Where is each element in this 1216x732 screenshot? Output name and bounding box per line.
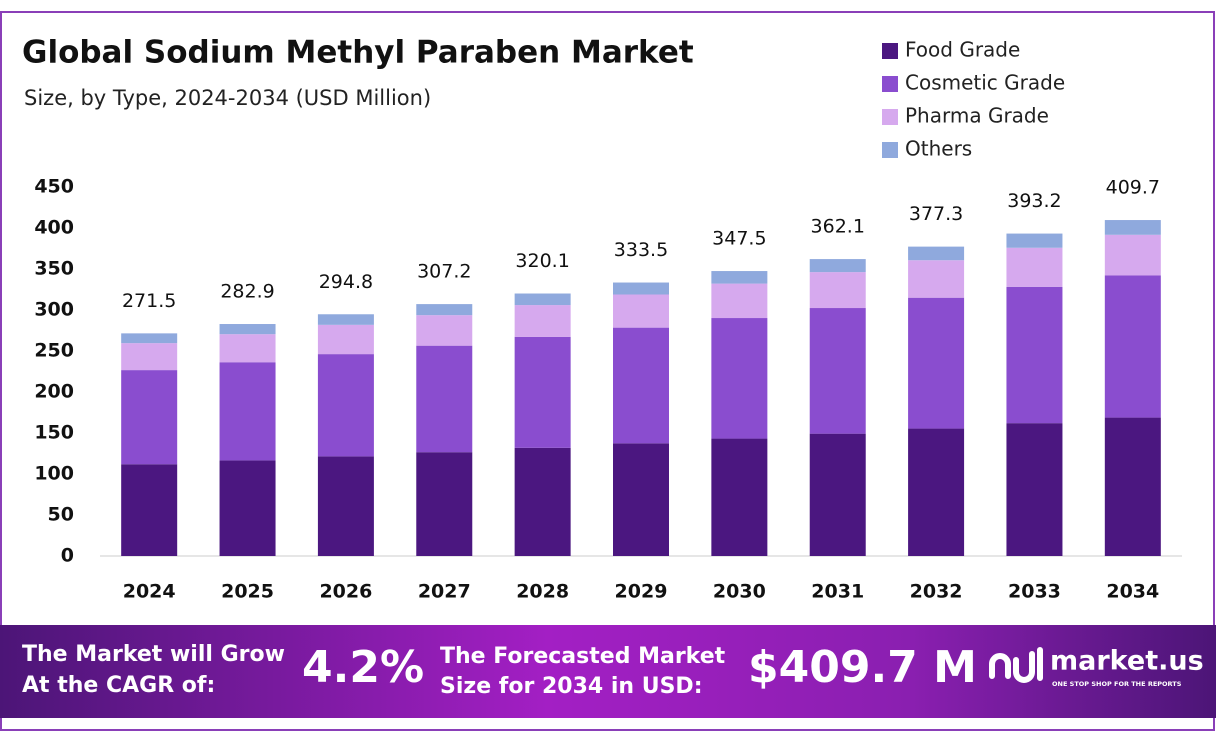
x-tick-label: 2033 xyxy=(1008,581,1061,603)
x-tick-label: 2028 xyxy=(516,581,569,603)
bar-segment xyxy=(613,327,669,444)
legend-swatch xyxy=(882,43,898,59)
total-label: 377.3 xyxy=(909,203,963,225)
legend-swatch xyxy=(882,142,898,158)
y-tick-label: 300 xyxy=(34,299,74,321)
bar-segment xyxy=(711,283,768,319)
bar-segment xyxy=(317,456,374,556)
y-tick-label: 250 xyxy=(34,340,74,362)
x-tick-label: 2031 xyxy=(811,581,864,603)
bar-segment xyxy=(219,460,276,556)
bar-segment xyxy=(809,272,866,309)
chart-title: Global Sodium Methyl Paraben Market xyxy=(22,35,694,71)
y-tick-label: 150 xyxy=(34,422,74,444)
legend-label: Pharma Grade xyxy=(905,104,1049,128)
y-tick-label: 350 xyxy=(34,258,74,280)
bar-segment xyxy=(219,362,276,461)
bar-segment xyxy=(1104,275,1161,418)
bar-segment xyxy=(908,246,965,261)
bar-segment xyxy=(514,447,571,556)
cagr-text: At the CAGR of: xyxy=(22,673,215,698)
x-tick-label: 2034 xyxy=(1106,581,1159,603)
bar-segment xyxy=(613,443,669,556)
y-tick-label: 0 xyxy=(61,545,74,567)
chart-subtitle: Size, by Type, 2024-2034 (USD Million) xyxy=(24,86,431,110)
bar-segment xyxy=(908,297,965,429)
bar-segment xyxy=(1104,417,1161,556)
total-label: 320.1 xyxy=(515,250,569,272)
brand-logo xyxy=(989,647,1043,683)
total-label: 362.1 xyxy=(811,216,865,238)
legend-label: Food Grade xyxy=(905,38,1020,62)
bar-segment xyxy=(416,452,473,556)
y-tick-label: 400 xyxy=(34,217,74,239)
bar-segment xyxy=(219,334,276,363)
cagr-text: The Market will Grow xyxy=(22,642,285,667)
bar-segment xyxy=(809,433,866,556)
x-tick-label: 2029 xyxy=(615,581,668,603)
x-tick-label: 2030 xyxy=(713,581,766,603)
x-tick-label: 2025 xyxy=(221,581,274,603)
x-tick-label: 2024 xyxy=(123,581,176,603)
bar-segment xyxy=(711,271,768,284)
y-tick-label: 450 xyxy=(34,176,74,198)
bar-segment xyxy=(1006,233,1063,248)
bar-segment xyxy=(711,318,768,439)
legend-label: Others xyxy=(905,137,972,161)
total-label: 393.2 xyxy=(1007,190,1061,212)
bar-segment xyxy=(416,345,473,453)
y-tick-label: 50 xyxy=(48,504,74,526)
bar-segment xyxy=(809,259,866,273)
total-label: 307.2 xyxy=(417,261,471,283)
y-tick-label: 100 xyxy=(34,463,74,485)
bar-segment xyxy=(514,293,571,306)
bar-segment xyxy=(416,315,473,346)
bar-segment xyxy=(121,333,178,344)
bar-segment xyxy=(908,260,965,298)
bar-segment xyxy=(514,336,571,448)
x-tick-label: 2026 xyxy=(319,581,372,603)
total-label: 333.5 xyxy=(614,239,668,261)
bar-segment xyxy=(809,308,866,434)
bar-segment xyxy=(613,294,669,328)
x-tick-label: 2027 xyxy=(418,581,471,603)
bar-segment xyxy=(121,343,178,371)
brand-tagline: ONE STOP SHOP FOR THE REPORTS xyxy=(1052,680,1182,688)
cagr-value: 4.2% xyxy=(302,642,424,693)
total-label: 282.9 xyxy=(220,281,274,303)
bar-segment xyxy=(514,305,571,337)
forecast-text: The Forecasted Market xyxy=(440,644,726,669)
bar-segment xyxy=(317,354,374,457)
bar-segment xyxy=(219,324,276,335)
legend-swatch xyxy=(882,109,898,125)
total-label: 271.5 xyxy=(122,290,176,312)
legend-swatch xyxy=(882,76,898,92)
bar-segment xyxy=(317,314,374,325)
bar-segment xyxy=(416,304,473,316)
bar-segment xyxy=(1104,234,1161,276)
bar-segment xyxy=(711,438,768,556)
bar-segment xyxy=(1006,247,1063,287)
bar-segment xyxy=(121,370,178,465)
y-tick-label: 200 xyxy=(34,381,74,403)
total-label: 347.5 xyxy=(712,228,766,250)
legend-label: Cosmetic Grade xyxy=(905,71,1065,95)
forecast-value: $409.7 M xyxy=(748,642,977,693)
brand-name: market.us xyxy=(1050,646,1204,677)
bar-segment xyxy=(1006,423,1063,556)
forecast-text: Size for 2034 in USD: xyxy=(440,674,703,699)
bar-segment xyxy=(908,428,965,556)
bar-segment xyxy=(1104,220,1161,235)
x-tick-label: 2032 xyxy=(910,581,963,603)
bar-segment xyxy=(317,324,374,355)
bar-segment xyxy=(613,282,669,295)
total-label: 294.8 xyxy=(319,271,373,293)
bar-segment xyxy=(1006,286,1063,424)
total-label: 409.7 xyxy=(1106,177,1160,199)
bar-segment xyxy=(121,464,178,556)
